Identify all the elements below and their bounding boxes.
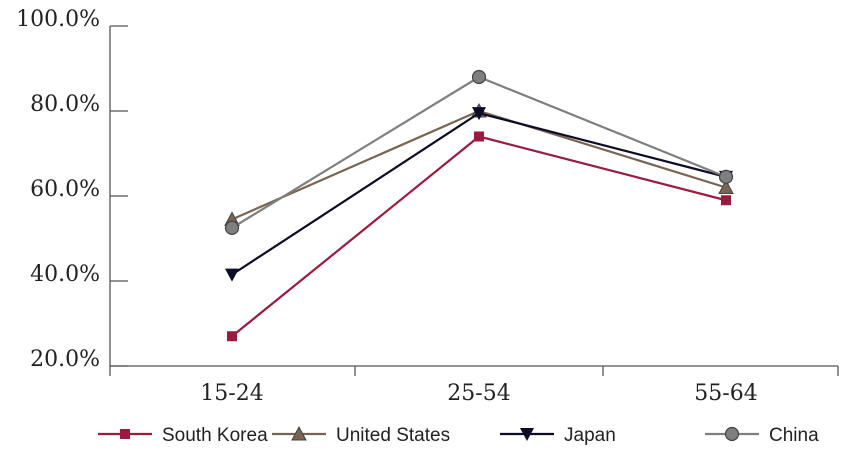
y-tick-label: 20.0% <box>30 347 100 372</box>
x-tick-label: 15-24 <box>200 381 263 406</box>
legend: South Korea United States Japan China <box>98 425 819 446</box>
data-point-south-korea <box>721 195 731 206</box>
legend-label: China <box>769 425 819 446</box>
legend-item-united-states: United States <box>272 425 450 446</box>
series-line-china <box>231 75 727 229</box>
data-point-south-korea <box>227 331 237 342</box>
y-tick-label: 100.0% <box>16 7 100 32</box>
data-point-china <box>224 220 240 235</box>
series-south-korea <box>227 131 731 342</box>
legend-marker <box>120 429 130 439</box>
series-china <box>224 69 734 235</box>
data-point-south-korea <box>474 131 484 142</box>
legend-label: United States <box>336 425 450 446</box>
series-line-south-korea <box>231 135 727 338</box>
legend-item-japan: Japan <box>500 425 616 446</box>
y-tick-label: 80.0% <box>30 92 100 117</box>
y-axis-ticks: 20.0% 40.0% 60.0% 80.0% 100.0% <box>16 7 128 372</box>
data-point-united-states <box>718 179 734 194</box>
y-tick-label: 40.0% <box>30 262 100 287</box>
legend-item-china: China <box>705 425 819 446</box>
legend-item-south-korea: South Korea <box>98 425 268 446</box>
legend-label: South Korea <box>162 425 268 446</box>
legend-label: Japan <box>564 425 616 446</box>
legend-marker <box>291 425 307 441</box>
legend-marker <box>724 426 740 442</box>
series-united-states <box>224 102 734 226</box>
data-point-japan <box>472 107 486 121</box>
legend-marker <box>520 428 534 441</box>
data-point-japan <box>225 268 239 282</box>
data-point-china <box>471 69 487 85</box>
x-axis-ticks: 15-24 25-54 55-64 <box>109 366 839 406</box>
x-tick-label: 25-54 <box>447 381 510 406</box>
x-tick-label: 55-64 <box>694 381 757 406</box>
series-layer <box>224 69 734 342</box>
data-point-china <box>718 169 734 184</box>
y-tick-label: 60.0% <box>30 177 100 202</box>
series-line-united-states <box>231 109 727 221</box>
